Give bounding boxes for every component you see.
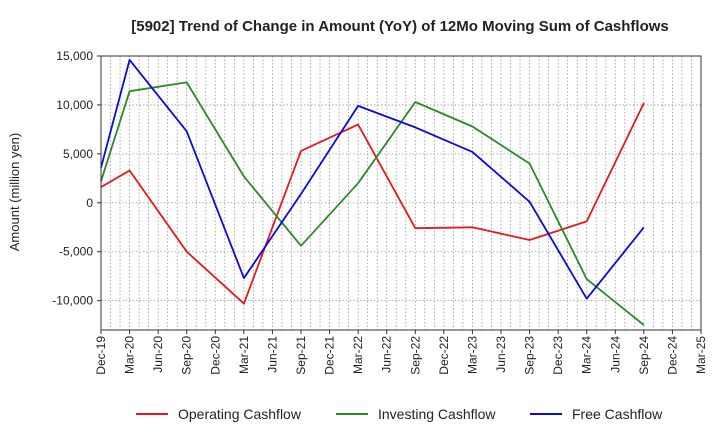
x-tick-label: Sep-21 <box>294 336 308 375</box>
series-line-free-cashflow <box>100 59 645 300</box>
legend-label-operating-cashflow: Operating Cashflow <box>178 406 302 422</box>
x-tick-label: Dec-21 <box>323 336 337 375</box>
x-tick-label: Jun-20 <box>151 336 165 373</box>
legend: Operating Cashflow Investing Cashflow Free… <box>136 406 663 422</box>
chart-title: [5902] Trend of Change in Amount (YoY) o… <box>131 18 669 35</box>
x-tick-label: Mar-24 <box>580 336 594 374</box>
x-tick-label: Dec-24 <box>665 336 679 375</box>
y-tick-label: -10,000 <box>52 294 93 308</box>
x-tick-label: Mar-25 <box>694 336 708 374</box>
plot-frame <box>100 55 702 331</box>
series-lines <box>100 59 645 326</box>
x-tick-label: Sep-24 <box>637 336 651 375</box>
y-tick-label: 5,000 <box>63 147 93 161</box>
x-tick-label: Mar-20 <box>123 336 137 374</box>
legend-label-free-cashflow: Free Cashflow <box>572 406 663 422</box>
x-tick-label: Sep-20 <box>180 336 194 375</box>
x-axis-ticks: Dec-19 Mar-20 Jun-20 Sep-20 Dec-20 Mar-21 Jun-… <box>94 330 708 375</box>
x-tick-label: Mar-22 <box>351 336 365 374</box>
x-tick-label: Dec-20 <box>208 336 222 375</box>
x-tick-label: Sep-22 <box>408 336 422 375</box>
y-axis-label: Amount (million yen) <box>7 133 22 252</box>
x-tick-label: Jun-22 <box>380 336 394 373</box>
x-tick-label: Dec-19 <box>94 336 108 375</box>
y-tick-label: 10,000 <box>56 98 93 112</box>
series-line-operating-cashflow <box>100 102 645 305</box>
x-tick-label: Mar-23 <box>465 336 479 374</box>
y-tick-label: 15,000 <box>56 49 93 63</box>
x-tick-label: Mar-21 <box>237 336 251 374</box>
series-line-investing-cashflow <box>100 81 645 326</box>
y-axis-ticks: 15,000 10,000 5,000 0 -5,000 -10,000 <box>52 49 101 308</box>
x-tick-label: Dec-22 <box>437 336 451 375</box>
x-tick-label: Jun-24 <box>608 336 622 373</box>
x-tick-label: Sep-23 <box>523 336 537 375</box>
x-tick-label: Jun-23 <box>494 336 508 373</box>
grid <box>101 55 701 330</box>
legend-label-investing-cashflow: Investing Cashflow <box>378 406 496 422</box>
x-tick-label: Dec-23 <box>551 336 565 375</box>
y-tick-label: 0 <box>86 196 93 210</box>
y-tick-label: -5,000 <box>59 245 93 259</box>
x-tick-label: Jun-21 <box>265 336 279 373</box>
